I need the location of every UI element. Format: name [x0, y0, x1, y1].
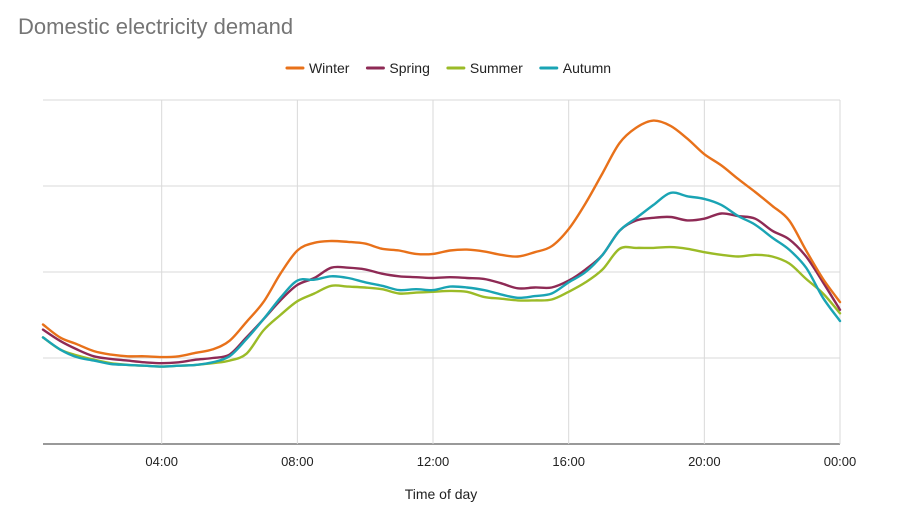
legend-label: Spring: [389, 60, 429, 76]
x-tick-label: 16:00: [552, 454, 585, 469]
gridlines: [43, 99, 841, 445]
x-tick-label: 08:00: [281, 454, 314, 469]
legend-item-autumn[interactable]: Autumn: [539, 60, 611, 76]
x-tick-label: 00:00: [824, 454, 857, 469]
series-line-winter: [41, 119, 842, 359]
x-axis-title: Time of day: [405, 486, 478, 502]
series-line-autumn: [41, 191, 842, 368]
series-line-spring: [41, 212, 842, 365]
legend-label: Summer: [470, 60, 523, 76]
legend-item-winter[interactable]: Winter: [285, 60, 350, 76]
series-line-summer: [41, 245, 842, 368]
legend-item-summer[interactable]: Summer: [446, 60, 523, 76]
legend-label: Winter: [309, 60, 350, 76]
x-tick-labels: 04:00 08:00 12:00 16:00 20:00 00:00: [145, 454, 856, 469]
x-tick-label: 20:00: [688, 454, 721, 469]
legend-item-spring[interactable]: Spring: [365, 60, 430, 76]
chart-title: Domestic electricity demand: [18, 14, 294, 39]
x-tick-label: 12:00: [417, 454, 450, 469]
x-tick-label: 04:00: [145, 454, 178, 469]
series-lines: [41, 119, 842, 368]
legend-label: Autumn: [563, 60, 611, 76]
legend: Winter Spring Summer Autumn: [285, 60, 611, 76]
